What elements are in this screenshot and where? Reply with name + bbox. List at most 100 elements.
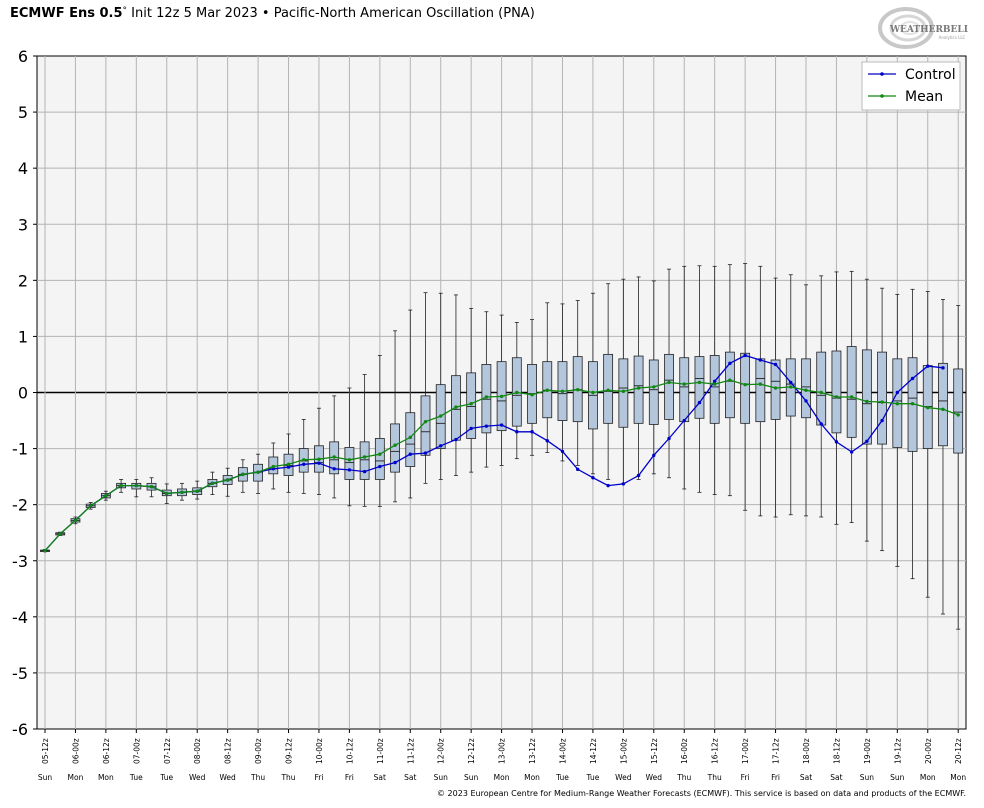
x-tick-label: 17-00z	[741, 738, 750, 764]
control-point	[941, 366, 945, 370]
control-point	[758, 358, 763, 362]
box-iqr	[816, 351, 827, 426]
y-tick-label: 4	[18, 159, 28, 178]
control-point	[484, 424, 489, 428]
control-point	[347, 468, 352, 472]
control-point	[865, 439, 869, 443]
x-tick-label: 20-12z	[954, 738, 963, 764]
box-iqr	[679, 357, 690, 423]
mean-point	[667, 380, 671, 385]
x-tick-label: 05-12z	[41, 738, 50, 764]
mean-point	[149, 485, 154, 489]
control-point	[819, 422, 823, 426]
x-day-label: Sun	[38, 773, 53, 782]
x-tick-label: 17-12z	[772, 738, 781, 764]
x-day-label: Thu	[676, 773, 691, 782]
x-tick-label: 19-12z	[893, 738, 902, 764]
x-day-label: Thu	[250, 773, 265, 782]
x-tick-label: 12-12z	[467, 738, 476, 764]
control-point	[515, 430, 519, 434]
mean-point	[286, 462, 291, 466]
logo-subtext: Analytics LLC	[939, 35, 966, 40]
index-name: Pacific-North American Oscillation (PNA)	[273, 6, 535, 21]
box-iqr	[648, 359, 659, 425]
legend-marker	[880, 72, 884, 76]
x-day-label: Thu	[707, 773, 722, 782]
mean-point	[332, 455, 336, 459]
weatherbell-logo: WEATHERBELL Analytics LLC	[878, 7, 968, 49]
mean-point	[454, 405, 458, 409]
mean-point	[271, 464, 275, 469]
control-point	[636, 473, 641, 478]
y-tick-label: 2	[18, 271, 28, 290]
control-point	[362, 469, 367, 474]
mean-point	[834, 395, 839, 399]
grid-lines	[37, 56, 966, 729]
mean-point	[225, 478, 230, 482]
mean-point	[910, 402, 915, 406]
mean-point	[119, 483, 123, 488]
legend-label: Mean	[905, 89, 943, 105]
y-axis: -6 -5 -4 -3 -2 -1 0 1 2 3 4 5 6	[12, 47, 37, 739]
mean-point	[621, 389, 626, 394]
control-point	[591, 476, 595, 480]
x-day-label: Mon	[920, 773, 936, 782]
mean-point	[941, 407, 945, 412]
mean-point	[956, 413, 960, 417]
x-axis: 05-12z Sun 06-00z Mon 06-12z Mon 07-00z Tue 07-1…	[38, 729, 966, 782]
box-iqr	[466, 372, 477, 439]
x-tick-label: 06-12z	[102, 738, 111, 764]
mean-point	[241, 472, 245, 477]
control-point	[712, 379, 717, 383]
mean-point	[591, 390, 595, 395]
x-tick-label: 13-12z	[528, 738, 537, 764]
control-point	[910, 376, 915, 381]
y-tick-label: 6	[18, 47, 28, 66]
mean-point	[682, 382, 686, 386]
box-iqr	[938, 362, 948, 447]
mean-point	[439, 414, 443, 418]
x-tick-label: 07-12z	[163, 738, 172, 764]
control-point	[667, 436, 671, 441]
x-tick-label: 09-12z	[285, 738, 294, 764]
x-day-label: Mon	[494, 773, 510, 782]
control-point	[560, 449, 565, 454]
x-day-label: Wed	[219, 773, 236, 782]
box-iqr	[861, 349, 872, 445]
x-day-label: Mon	[524, 773, 540, 782]
box-iqr	[344, 447, 355, 480]
box-iqr	[953, 368, 964, 454]
x-tick-label: 11-12z	[406, 738, 415, 764]
control-point	[469, 426, 473, 431]
mean-point	[576, 387, 580, 392]
control-point	[317, 461, 321, 465]
box-iqr	[877, 351, 887, 445]
mean-point	[317, 457, 321, 461]
x-day-label: Wed	[615, 773, 632, 782]
x-day-label: Sat	[374, 773, 386, 782]
y-tick-label: 5	[18, 103, 28, 122]
series-lines	[43, 353, 960, 553]
x-tick-label: 09-00z	[254, 738, 263, 764]
chart-title: ECMWF Ens 0.5° Init 12z 5 Mar 2023 • Pac…	[10, 6, 535, 21]
mean-point	[423, 419, 428, 424]
y-tick-label: 1	[18, 327, 28, 346]
mean-point	[849, 395, 854, 399]
box-iqr	[359, 441, 370, 480]
control-point	[378, 464, 382, 469]
copyright-notice: © 2023 European Centre for Medium-Range …	[437, 789, 966, 798]
control-point	[849, 450, 854, 454]
legend: Control Mean	[861, 61, 961, 111]
mean-point	[378, 452, 382, 456]
mean-point	[773, 386, 778, 390]
mean-point	[302, 458, 306, 462]
y-tick-label: 0	[18, 384, 28, 403]
x-day-label: Mon	[98, 773, 114, 782]
x-tick-label: 19-00z	[863, 738, 872, 764]
x-tick-label: 11-00z	[376, 738, 385, 764]
box-iqr	[801, 358, 811, 419]
mean-point	[880, 400, 884, 404]
x-day-label: Tue	[129, 773, 143, 782]
mean-point	[88, 504, 93, 508]
